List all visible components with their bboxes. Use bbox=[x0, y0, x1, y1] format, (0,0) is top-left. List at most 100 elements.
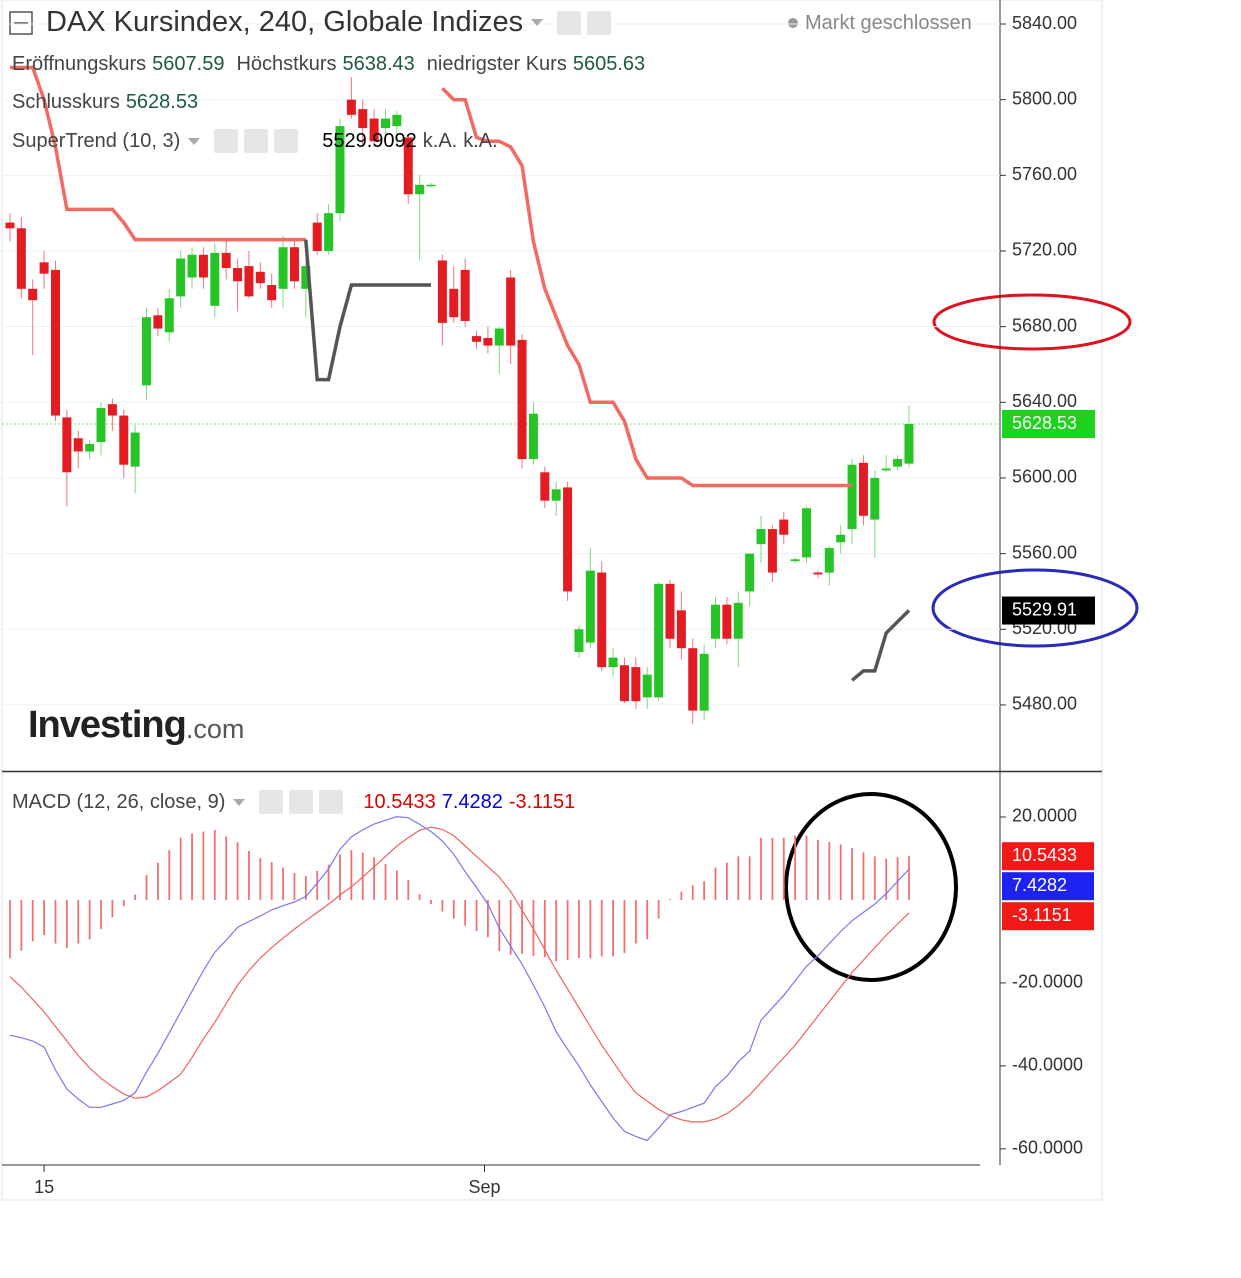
icon[interactable] bbox=[289, 790, 314, 814]
ohlc-value: 5628.53 bbox=[125, 91, 199, 113]
status-text: Markt geschlossen bbox=[805, 12, 972, 34]
dropdown[interactable] bbox=[188, 137, 201, 145]
candle-body bbox=[654, 583, 664, 698]
candle-body bbox=[335, 126, 345, 214]
candle-body bbox=[380, 118, 390, 129]
icon[interactable] bbox=[319, 790, 344, 814]
candle-body bbox=[5, 222, 15, 229]
candle-body bbox=[244, 266, 254, 297]
candle-body bbox=[824, 547, 834, 573]
candle-body bbox=[62, 417, 72, 473]
candle-body bbox=[813, 572, 823, 575]
candle-body bbox=[415, 184, 425, 195]
candle-body bbox=[426, 184, 436, 187]
candle-body bbox=[221, 252, 231, 269]
candle-body bbox=[756, 529, 766, 545]
dropdown[interactable] bbox=[531, 19, 544, 26]
candle-body bbox=[278, 247, 288, 289]
signal-line bbox=[9, 826, 910, 1123]
status-dot bbox=[788, 18, 798, 28]
candle-body bbox=[665, 583, 675, 639]
icon[interactable] bbox=[557, 10, 582, 35]
candle-body bbox=[574, 629, 584, 652]
y-tick-label: 5480.00 bbox=[1012, 694, 1077, 714]
candle-body bbox=[608, 657, 618, 668]
value-box-label: -3.1151 bbox=[1012, 905, 1072, 925]
candle-body bbox=[904, 424, 914, 464]
watermark: Investing .com bbox=[28, 704, 244, 747]
indicator-value: 7.4282 bbox=[441, 790, 503, 813]
candle-body bbox=[85, 443, 95, 452]
price-box-label: 5529.91 bbox=[1012, 599, 1077, 619]
candle-body bbox=[483, 337, 493, 346]
candle-body bbox=[597, 572, 607, 668]
candle-body bbox=[267, 285, 277, 301]
candle-body bbox=[198, 254, 208, 278]
ohlc-label: niedrigster Kurs bbox=[426, 53, 567, 75]
annotation-ellipse bbox=[784, 792, 958, 982]
candle-body bbox=[858, 462, 868, 516]
supertrend-down bbox=[10, 65, 853, 488]
icon[interactable] bbox=[244, 129, 269, 153]
ohlc-value: 5605.63 bbox=[572, 53, 646, 75]
candle-body bbox=[50, 269, 60, 416]
candle-body bbox=[107, 404, 117, 416]
indicator-value: k.A. bbox=[463, 129, 498, 152]
watermark-text: Investing bbox=[28, 704, 187, 746]
candle-body bbox=[517, 339, 527, 460]
supertrend-up bbox=[304, 239, 911, 682]
y-tick-label: -40.0000 bbox=[1012, 1055, 1083, 1075]
candle-body bbox=[676, 610, 686, 649]
candle-body bbox=[585, 570, 595, 643]
y-tick-label: 5640.00 bbox=[1012, 391, 1077, 411]
candle-body bbox=[130, 432, 140, 467]
indicator-value: 5529.9092 bbox=[322, 129, 417, 152]
chart-title: DAX Kursindex, 240, Globale Indizes bbox=[46, 6, 524, 38]
candle-body bbox=[699, 653, 709, 711]
icon[interactable] bbox=[587, 10, 612, 35]
dropdown[interactable] bbox=[233, 798, 246, 806]
candle-body bbox=[403, 137, 413, 195]
candle-body bbox=[540, 472, 550, 501]
candle-body bbox=[460, 269, 470, 321]
y-tick-label: -60.0000 bbox=[1012, 1138, 1083, 1158]
candle-body bbox=[312, 222, 322, 251]
candle-body bbox=[233, 268, 243, 282]
candle-body bbox=[358, 109, 368, 129]
candle-body bbox=[711, 604, 721, 639]
candle-body bbox=[802, 508, 812, 558]
candle-body bbox=[153, 315, 163, 329]
ohlc-label: Höchstkurs bbox=[236, 53, 337, 75]
candle-body bbox=[745, 553, 755, 592]
candle-body bbox=[870, 477, 880, 520]
annotation-ellipse bbox=[932, 293, 1132, 351]
price-box bbox=[1002, 596, 1095, 625]
candle-body bbox=[836, 534, 846, 543]
y-tick-label: 5840.00 bbox=[1012, 13, 1077, 33]
watermark-suffix: .com bbox=[185, 714, 245, 744]
y-tick-label: 20.0000 bbox=[1012, 806, 1077, 826]
candle-body bbox=[688, 648, 698, 711]
candle-body bbox=[210, 252, 220, 306]
candle-body bbox=[164, 298, 174, 333]
icon[interactable] bbox=[259, 790, 284, 814]
candle-body bbox=[16, 228, 26, 289]
candle-body bbox=[437, 260, 447, 323]
y-tick-label: 5800.00 bbox=[1012, 88, 1077, 108]
y-tick-label: 5600.00 bbox=[1012, 467, 1077, 487]
indicator-name: SuperTrend (10, 3) bbox=[12, 129, 181, 152]
supertrend-row: SuperTrend (10, 3) 5529.9092 k.A. k.A. bbox=[12, 129, 498, 153]
collapse-icon[interactable] bbox=[9, 11, 33, 35]
y-tick-label: 5560.00 bbox=[1012, 542, 1077, 562]
indicator-value: -3.1151 bbox=[508, 790, 576, 813]
title-row: DAX Kursindex, 240, Globale Indizes bbox=[46, 6, 612, 39]
annotation-ellipse bbox=[931, 568, 1139, 648]
candle-body bbox=[289, 247, 299, 282]
icon[interactable] bbox=[214, 129, 239, 153]
value-box-label: 10.5433 bbox=[1012, 845, 1077, 865]
indicator-name: MACD (12, 26, close, 9) bbox=[12, 790, 226, 813]
candle-body bbox=[779, 519, 789, 535]
icon[interactable] bbox=[274, 129, 299, 153]
